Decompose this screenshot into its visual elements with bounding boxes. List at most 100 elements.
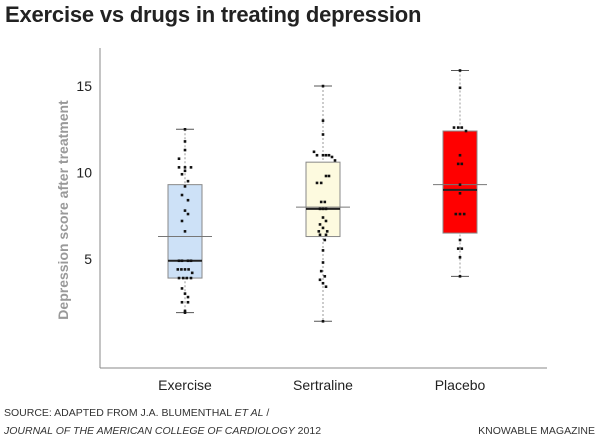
- data-point: [323, 275, 327, 278]
- box-group-sertraline: [296, 84, 350, 323]
- y-tick-label: 5: [84, 251, 92, 267]
- data-point: [180, 268, 183, 271]
- category-labels: Exercise Sertraline Placebo: [158, 377, 485, 393]
- data-point: [317, 230, 321, 233]
- box-group-placebo: [433, 69, 487, 278]
- data-point: [318, 278, 322, 282]
- data-point: [324, 285, 328, 289]
- data-point: [183, 292, 187, 295]
- data-point: [186, 295, 190, 299]
- data-point: [324, 219, 328, 223]
- data-point: [321, 207, 325, 211]
- data-point: [452, 126, 456, 129]
- source-journal: JOURNAL OF THE AMERICAN COLLEGE OF CARDI…: [4, 425, 295, 437]
- data-point: [180, 287, 184, 290]
- data-point: [323, 238, 327, 242]
- data-point: [458, 255, 462, 259]
- data-point: [321, 226, 325, 230]
- chart-title: Exercise vs drugs in treating depression: [5, 2, 422, 27]
- data-point: [458, 275, 462, 278]
- data-point: [177, 276, 181, 280]
- data-point: [464, 129, 468, 133]
- data-point: [460, 162, 464, 166]
- data-point: [183, 268, 187, 271]
- data-point: [458, 86, 462, 90]
- data-point: [312, 150, 316, 154]
- data-point: [324, 153, 328, 157]
- y-ticks: 5 10 15: [76, 78, 92, 267]
- data-point: [186, 259, 190, 263]
- data-point: [183, 148, 187, 152]
- data-point: [321, 133, 325, 136]
- y-axis-label: Depression score after treatment: [55, 100, 71, 320]
- data-point: [180, 172, 184, 176]
- data-point: [180, 193, 184, 197]
- data-point: [318, 223, 322, 226]
- data-point: [183, 230, 187, 233]
- data-point: [325, 230, 329, 233]
- data-point: [183, 169, 187, 173]
- data-point: [177, 166, 181, 169]
- data-point: [186, 198, 190, 202]
- credit-label: KNOWABLE MAGAZINE: [478, 425, 595, 437]
- data-point: [321, 281, 325, 285]
- data-point: [321, 249, 325, 252]
- data-point: [186, 179, 190, 183]
- data-point: [180, 300, 184, 304]
- data-point: [315, 153, 319, 157]
- data-point: [186, 300, 190, 304]
- data-point: [321, 261, 325, 264]
- data-point: [183, 166, 187, 169]
- data-point: [456, 247, 460, 250]
- data-point: [458, 191, 462, 195]
- data-point: [187, 268, 190, 271]
- data-point: [327, 174, 331, 178]
- data-point: [456, 126, 460, 129]
- category-label-exercise: Exercise: [158, 377, 212, 393]
- data-point: [183, 127, 187, 131]
- data-point: [177, 259, 181, 263]
- data-point: [318, 233, 322, 237]
- data-point: [319, 181, 323, 185]
- data-point: [190, 271, 194, 275]
- data-point: [321, 153, 325, 157]
- data-point: [183, 311, 187, 314]
- data-point: [456, 162, 460, 166]
- data-point: [324, 233, 328, 237]
- source-slash: /: [263, 407, 270, 419]
- data-point: [458, 238, 462, 242]
- data-point: [458, 212, 462, 216]
- data-point: [180, 259, 184, 263]
- data-point: [189, 166, 193, 169]
- data-point: [324, 174, 328, 178]
- source-et-al: ET AL: [234, 407, 264, 419]
- category-label-placebo: Placebo: [435, 377, 486, 393]
- y-tick-label: 10: [76, 165, 92, 181]
- data-point: [189, 276, 193, 280]
- axes: Depression score after treatment: [55, 48, 547, 369]
- box-group-exercise: [158, 127, 212, 314]
- data-point: [327, 153, 331, 157]
- data-point: [319, 200, 323, 204]
- box-iqr: [305, 161, 341, 238]
- source-line-1: SOURCE: ADAPTED FROM J.A. BLUMENTHAL ET …: [4, 407, 269, 419]
- box-iqr: [442, 130, 478, 234]
- y-tick-label: 15: [76, 78, 92, 94]
- box-iqr: [167, 184, 203, 279]
- source-prefix: SOURCE: ADAPTED FROM J.A. BLUMENTHAL: [4, 407, 235, 419]
- data-point: [183, 185, 187, 188]
- data-point: [324, 207, 328, 211]
- data-point: [460, 126, 464, 129]
- data-point: [458, 183, 462, 186]
- source-year: 2012: [294, 425, 322, 437]
- data-point: [318, 207, 322, 211]
- data-point: [189, 259, 193, 263]
- data-point: [321, 319, 325, 323]
- data-point: [462, 212, 466, 216]
- data-point: [454, 212, 458, 216]
- data-point: [458, 153, 462, 157]
- data-point: [186, 212, 190, 216]
- data-point: [458, 69, 462, 72]
- data-point: [460, 247, 464, 250]
